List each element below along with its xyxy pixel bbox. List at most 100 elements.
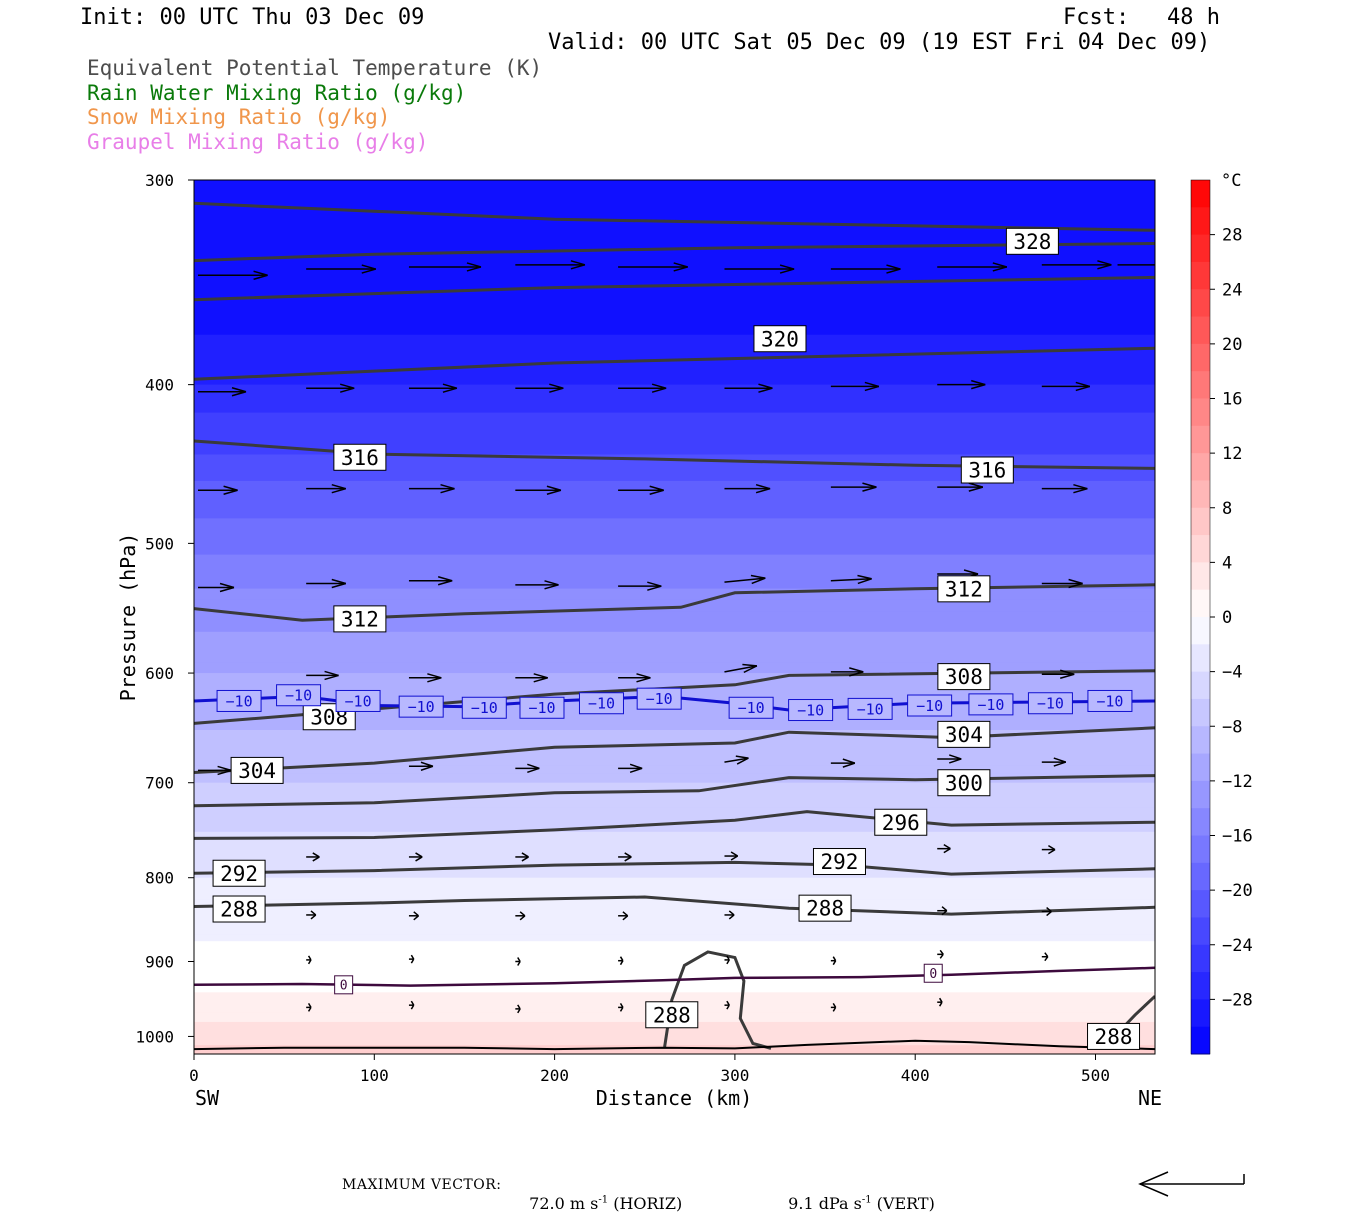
wind-vector-head: [651, 383, 667, 389]
wind-vector-head: [636, 677, 651, 683]
temperature-band: [194, 480, 1155, 495]
temperature-band: [194, 799, 1155, 808]
colorbar-cell: [1191, 425, 1210, 454]
temperature-band: [194, 877, 1155, 886]
theta-e-label-text: 288: [806, 897, 844, 921]
wind-vector: [515, 763, 540, 774]
isotherm-minus-10-label-box: [461, 696, 507, 719]
wind-vector: [408, 673, 442, 683]
wind-vector: [515, 485, 562, 495]
isotherm-minus-10-label-box: [1087, 689, 1133, 712]
theta-e-label-box: [333, 605, 387, 633]
wind-vector: [618, 956, 624, 966]
wind-vector-head: [415, 856, 423, 862]
theta-e-label-text: 300: [945, 771, 983, 795]
wind-vector: [408, 262, 482, 272]
wind-vector-head: [751, 577, 766, 585]
wind-vector-shaft: [724, 577, 766, 583]
colorbar-tick-label: 4: [1222, 553, 1232, 573]
wind-vector-head: [324, 674, 339, 681]
wind-vector-head: [755, 487, 771, 494]
temperature-band: [194, 854, 1155, 864]
temperature-band: [194, 530, 1155, 544]
temperature-band: [194, 892, 1155, 900]
wind-vector-head: [437, 576, 453, 582]
theta-e-label: 328: [1005, 227, 1059, 255]
wind-vector-head: [755, 483, 771, 490]
wind-vector-head: [527, 763, 540, 770]
temperature-band: [194, 973, 1155, 978]
colorbar-cell: [1191, 726, 1210, 755]
temperature-band: [194, 969, 1155, 974]
temperature-band: [194, 266, 1155, 289]
temperature-band: [194, 1039, 1155, 1043]
forecast-label: Fcst:: [1063, 5, 1130, 30]
wind-vector-head: [758, 387, 773, 393]
colorbar-cell: [1191, 535, 1210, 563]
wind-vector-shaft: [830, 578, 872, 582]
temperature-band: [194, 870, 1155, 879]
wind-vector: [515, 673, 548, 683]
temperature-band: [194, 468, 1155, 482]
theta-e-contour-324: [194, 242, 1155, 263]
wind-vector: [198, 270, 268, 281]
wind-vector-head: [544, 584, 559, 590]
colorbar-tick-label: 16: [1222, 390, 1242, 410]
x-tick-label: 400: [901, 1066, 930, 1085]
colorbar-cell: [1191, 671, 1210, 700]
colorbar-cell: [1191, 289, 1210, 318]
horiz-unit: (HORIZ): [608, 1194, 683, 1213]
wind-vector-head: [521, 856, 529, 862]
wind-vector-head: [673, 266, 688, 272]
wind-vector-head: [963, 569, 979, 575]
wind-vector-head: [410, 954, 415, 960]
theta-e-label: 288: [798, 894, 852, 922]
isotherm-minus-10-label: −10: [907, 694, 953, 717]
isotherm-minus-10-label: −10: [636, 687, 682, 710]
valid-time: Valid: 00 UTC Sat 05 Dec 09 (19 EST Fri …: [548, 30, 1211, 55]
wind-vector: [408, 911, 420, 921]
wind-vector-head: [849, 667, 864, 673]
wind-vector-head: [649, 485, 664, 491]
wind-vector: [724, 663, 758, 674]
colorbar-tick-label: −28: [1222, 990, 1253, 1010]
wind-vector: [306, 1003, 312, 1012]
wind-vector: [408, 483, 455, 494]
isotherm-minus-10-label: −10: [335, 689, 381, 712]
wind-vector-head: [570, 260, 586, 266]
theta-e-label-box: [753, 325, 807, 353]
wind-vector-head: [307, 1003, 312, 1008]
wind-vector: [937, 379, 986, 390]
temperature-band: [194, 372, 1155, 386]
wind-vector-head: [361, 264, 376, 270]
wind-vector-head: [517, 1008, 521, 1014]
colorbar-cell: [1191, 780, 1210, 809]
theta-e-contour-328: [194, 201, 1155, 232]
colorbar-cell: [1191, 562, 1210, 591]
wind-vector-head: [943, 848, 951, 854]
colorbar-cell: [1191, 999, 1210, 1028]
theta-e-label: 316: [333, 443, 387, 471]
wind-vector-head: [437, 580, 453, 586]
wind-vector-head: [742, 663, 757, 667]
theta-e-label: 288: [1087, 1022, 1141, 1050]
colorbar-tick-label: 24: [1222, 280, 1242, 300]
temperature-band: [194, 577, 1155, 590]
wind-vector: [1041, 757, 1067, 767]
wind-vector-head: [527, 767, 540, 774]
wind-vector: [306, 383, 355, 393]
wind-vector-head: [310, 910, 317, 916]
isotherm-minus-10-label: −10: [788, 699, 834, 722]
colorbar-tick-label: −12: [1222, 772, 1253, 792]
temperature-band: [194, 831, 1155, 841]
theta-e-contour-322: [194, 275, 1155, 302]
init-time: Init: 00 UTC Thu 03 Dec 09: [80, 5, 425, 30]
wind-vector-head: [517, 957, 521, 962]
colorbar-cell: [1191, 180, 1210, 208]
isotherm-minus-10-label: −10: [519, 696, 565, 719]
theta-e-label-text: 312: [341, 607, 379, 631]
vert-exponent: -1: [861, 1194, 872, 1206]
temperature-band: [194, 652, 1155, 664]
colorbar-cell: [1191, 507, 1210, 536]
